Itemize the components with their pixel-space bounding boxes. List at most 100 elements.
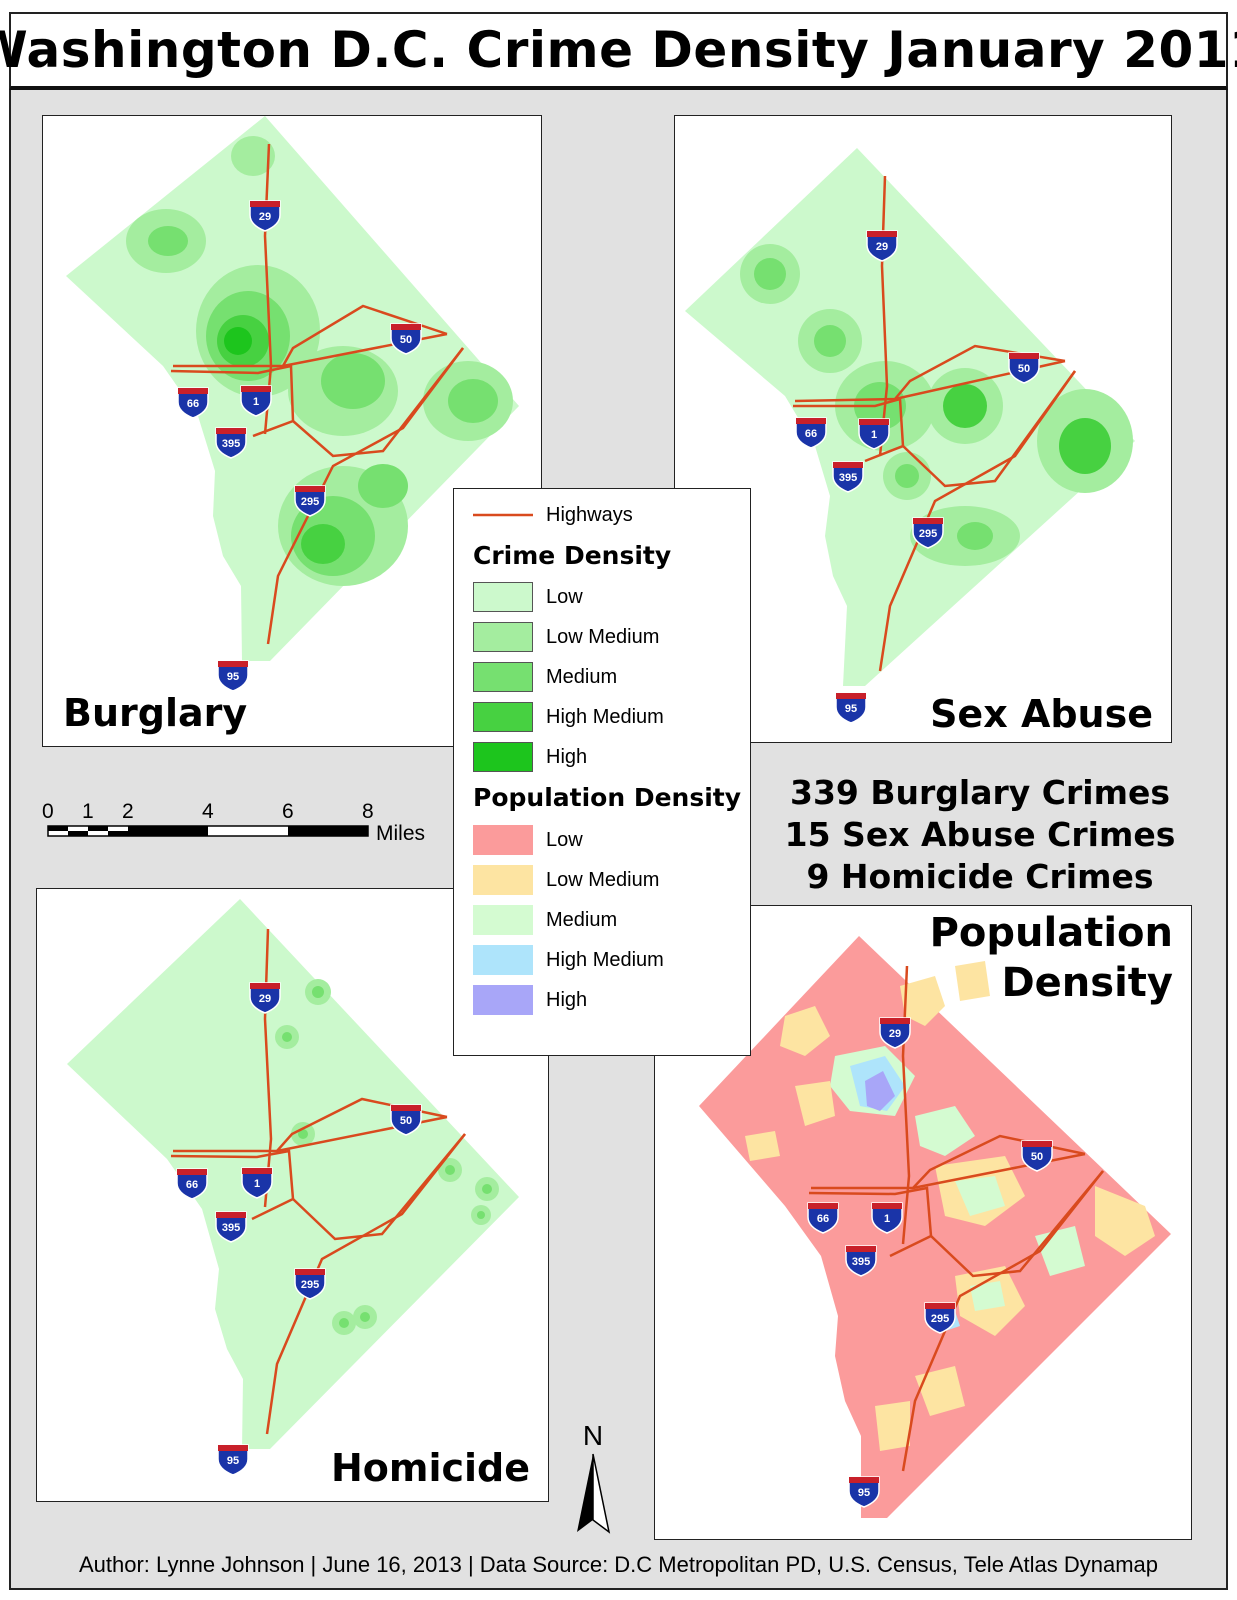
legend-crime-density-title: Crime Density (473, 541, 672, 570)
population-density-map: 29 50 66 1 395 295 95 (699, 936, 1171, 1518)
svg-text:1: 1 (871, 429, 877, 441)
scale-tick-8: 8 (362, 800, 374, 823)
population-density-label: Population Density (930, 908, 1173, 1008)
scale-bar: 0 1 2 4 6 8 Miles (40, 800, 450, 860)
burglary-map-panel[interactable]: 29 50 66 1 395 295 95 Burglary (42, 115, 542, 747)
svg-text:50: 50 (400, 334, 412, 346)
pop-high-label: High (546, 988, 588, 1011)
homicide-density-hotspots (275, 979, 499, 1335)
scale-tick-0: 0 (42, 800, 54, 823)
svg-text:95: 95 (227, 671, 239, 683)
highways (808, 965, 1104, 1472)
scale-unit-label: Miles (376, 822, 426, 845)
i395-shield-icon: 395 (215, 427, 247, 459)
legend-crime-high-medium: High Medium (473, 701, 664, 733)
crime-low-medium-label: Low Medium (546, 625, 660, 648)
north-arrow: N (577, 1420, 638, 1540)
svg-text:295: 295 (301, 1279, 319, 1291)
i395-shield-icon: 395 (215, 1211, 247, 1243)
legend-pop-high: High (473, 984, 587, 1016)
map-title: Washington D.C. Crime Density January 20… (0, 21, 1237, 79)
population-label-line1: Population (929, 910, 1173, 956)
crime-high-label: High (546, 745, 588, 768)
highway-line-icon (473, 513, 533, 517)
interstate-shields: 29 50 66 1 395 295 95 (177, 200, 422, 692)
interstate-shields: 29 50 66 1 395 295 95 (795, 230, 1040, 724)
crime-high-swatch (473, 742, 533, 772)
sex-abuse-map-panel[interactable]: 29 50 66 1 395 295 95 Sex Abuse (674, 115, 1172, 743)
legend-crime-low: Low (473, 581, 583, 613)
svg-text:1: 1 (253, 396, 259, 408)
scale-tick-6: 6 (282, 800, 294, 823)
homicide-label: Homicide (330, 1446, 530, 1490)
svg-text:66: 66 (817, 1213, 829, 1225)
svg-text:66: 66 (187, 398, 199, 410)
dc-boundary (699, 936, 1171, 1518)
i1-shield-icon: 1 (241, 1167, 273, 1199)
svg-text:50: 50 (1031, 1151, 1043, 1163)
svg-text:295: 295 (919, 528, 937, 540)
i95-shield-icon: 95 (217, 660, 249, 692)
svg-text:29: 29 (876, 241, 888, 253)
crime-low-label: Low (546, 585, 583, 608)
highways (170, 143, 464, 645)
svg-text:395: 395 (222, 1222, 240, 1234)
svg-text:395: 395 (852, 1256, 870, 1268)
svg-text:95: 95 (845, 703, 857, 715)
crime-low-medium-swatch (473, 622, 533, 652)
legend-population-density-title: Population Density (473, 783, 742, 812)
legend-highways-label: Highways (546, 503, 633, 526)
burglary-label: Burglary (63, 691, 248, 735)
scale-tick-1: 1 (82, 800, 94, 823)
i1-shield-icon: 1 (240, 385, 272, 417)
legend-pop-high-medium: High Medium (473, 944, 664, 976)
svg-text:1: 1 (254, 1178, 260, 1190)
homicide-count: 9 Homicide Crimes (806, 857, 1154, 896)
svg-text:295: 295 (301, 496, 319, 508)
svg-text:395: 395 (839, 472, 857, 484)
svg-text:29: 29 (889, 1028, 901, 1040)
homicide-map-panel[interactable]: 29 50 66 1 395 295 95 Homicide (36, 888, 549, 1502)
i50-shield-icon: 50 (1021, 1140, 1053, 1172)
pop-high-medium-label: High Medium (546, 948, 664, 971)
svg-text:66: 66 (186, 1179, 198, 1191)
svg-text:95: 95 (227, 1455, 239, 1467)
crime-low-swatch (473, 582, 533, 612)
footer-credits: Author: Lynne Johnson | June 16, 2013 | … (78, 1552, 1159, 1577)
scale-tick-4: 4 (202, 800, 214, 823)
i395-shield-icon: 395 (832, 461, 864, 493)
i1-shield-icon: 1 (858, 418, 890, 450)
north-arrow-icon (577, 1453, 611, 1534)
pop-medium-swatch (473, 905, 533, 935)
population-label-line2: Density (1001, 960, 1173, 1006)
i50-shield-icon: 50 (390, 1104, 422, 1136)
i29-shield-icon: 29 (249, 200, 281, 232)
pop-low-label: Low (546, 828, 583, 851)
i295-shield-icon: 295 (924, 1302, 956, 1334)
pop-low-medium-label: Low Medium (546, 868, 660, 891)
i95-shield-icon: 95 (217, 1444, 249, 1476)
i295-shield-icon: 295 (912, 517, 944, 549)
i395-shield-icon: 395 (845, 1245, 877, 1277)
homicide-map: 29 50 66 1 395 295 95 (67, 899, 519, 1476)
svg-text:50: 50 (1018, 363, 1030, 375)
i295-shield-icon: 295 (294, 1268, 326, 1300)
legend-crime-high: High (473, 741, 587, 773)
svg-text:29: 29 (259, 993, 271, 1005)
scale-bar-graphic (47, 825, 369, 837)
svg-text:95: 95 (858, 1487, 870, 1499)
svg-text:295: 295 (931, 1313, 949, 1325)
pop-medium-label: Medium (546, 908, 618, 931)
pop-high-medium-swatch (473, 945, 533, 975)
i29-shield-icon: 29 (249, 982, 281, 1014)
legend-crime-medium: Medium (473, 661, 617, 693)
i95-shield-icon: 95 (835, 692, 867, 724)
svg-text:66: 66 (805, 428, 817, 440)
i95-shield-icon: 95 (848, 1476, 880, 1508)
interstate-shields: 29 50 66 1 395 295 95 (176, 982, 422, 1476)
burglary-map: 29 50 66 1 395 295 95 (66, 116, 519, 692)
north-label: N (582, 1420, 604, 1451)
i66-shield-icon: 66 (177, 387, 209, 419)
scale-tick-2: 2 (122, 800, 134, 823)
legend-pop-medium: Medium (473, 904, 617, 936)
